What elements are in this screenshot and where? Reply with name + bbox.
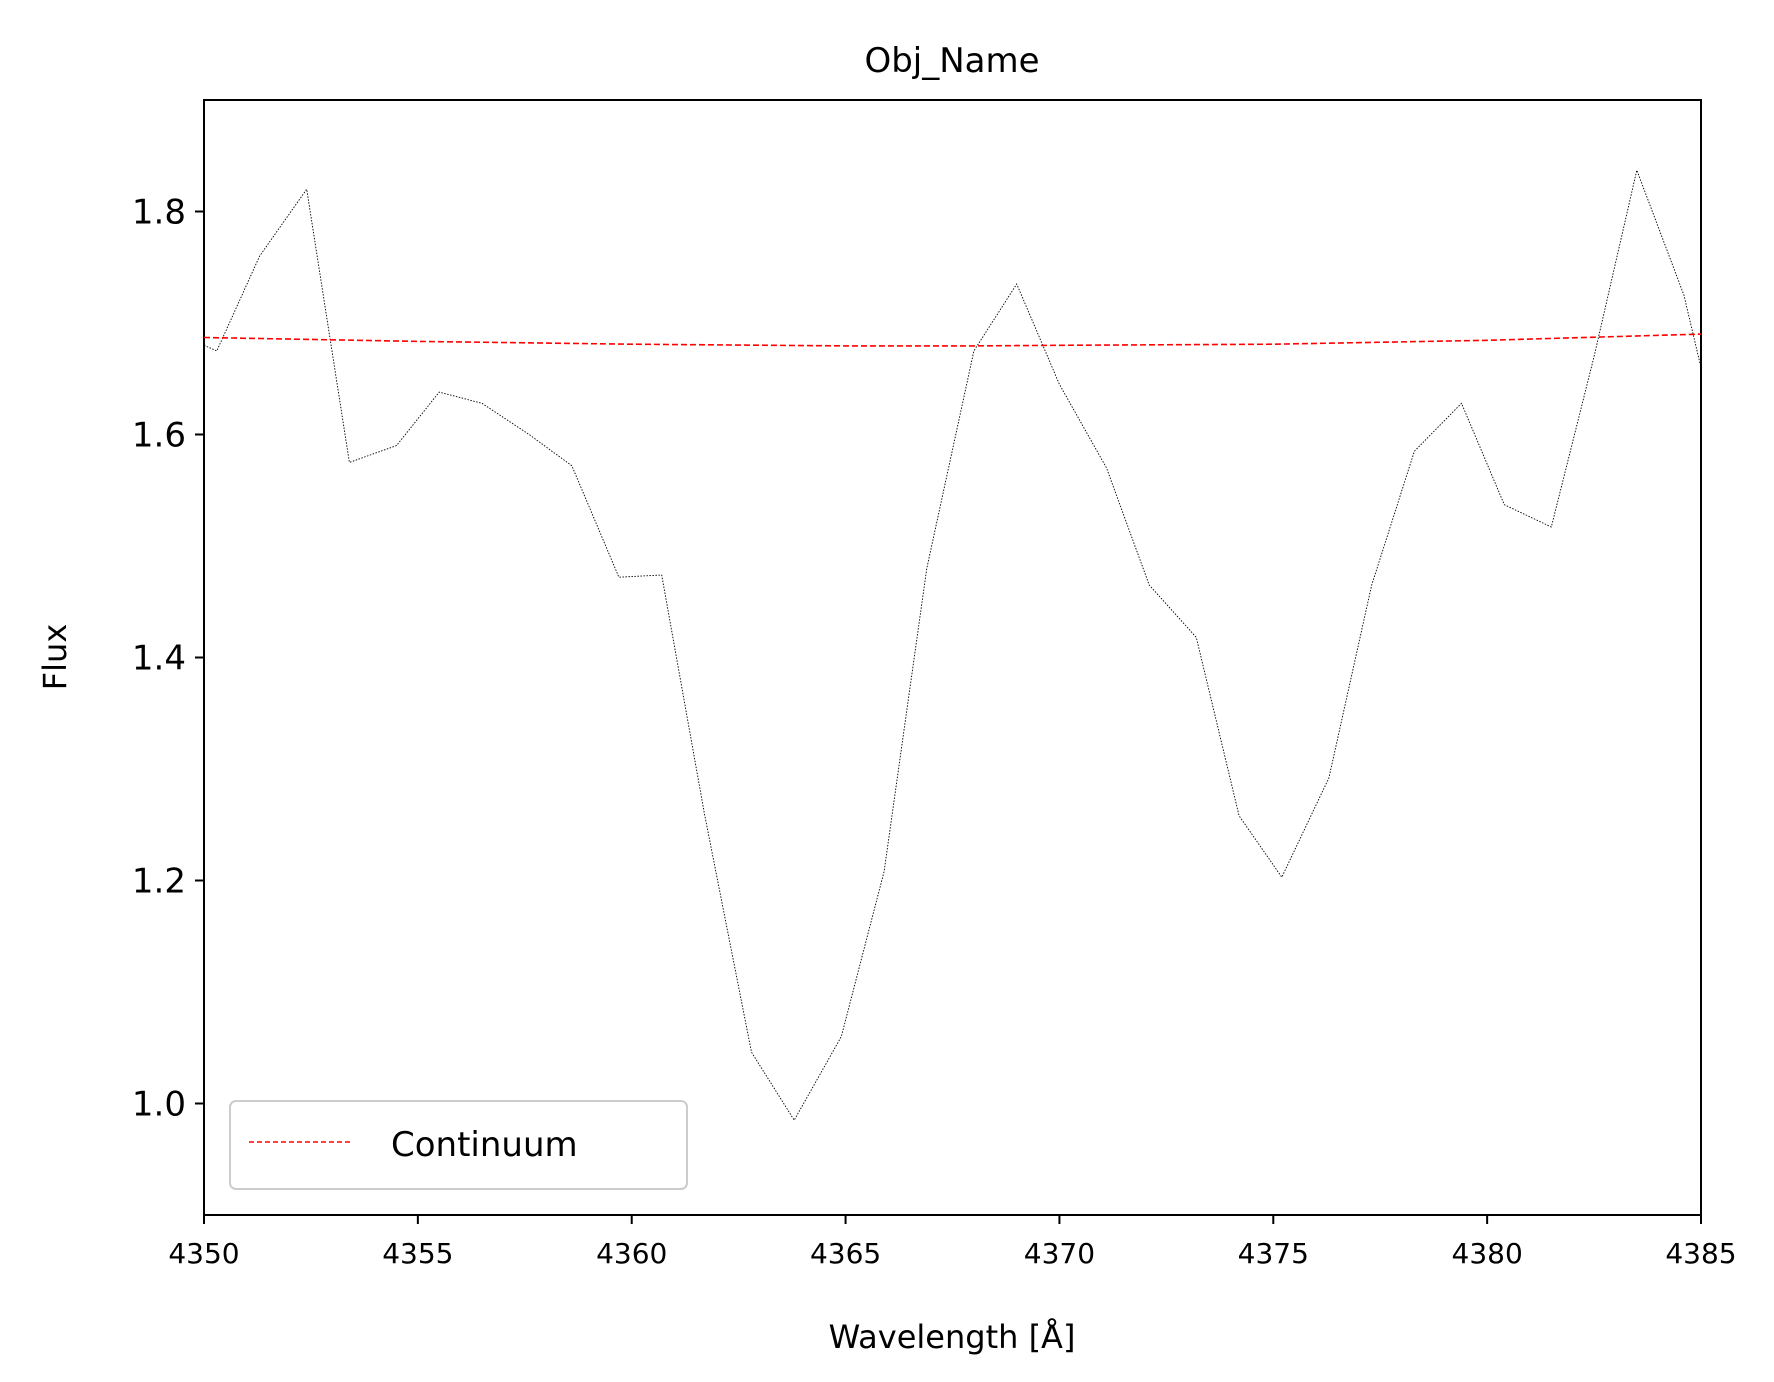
x-tick-label: 4350 bbox=[168, 1237, 239, 1270]
legend: Continuum bbox=[229, 1100, 688, 1190]
x-axis-label: Wavelength [Å] bbox=[829, 1318, 1076, 1356]
chart-title: Obj_Name bbox=[864, 41, 1039, 81]
y-axis-label: Flux bbox=[36, 624, 74, 691]
x-tick-label: 4355 bbox=[382, 1237, 453, 1270]
y-tick-label: 1.4 bbox=[132, 639, 186, 679]
y-tick-label: 1.6 bbox=[132, 416, 186, 456]
y-axis-ticks: 1.0 1.2 1.4 1.6 1.8 bbox=[132, 193, 204, 1125]
legend-continuum-label: Continuum bbox=[391, 1125, 578, 1165]
x-tick-label: 4380 bbox=[1452, 1237, 1523, 1270]
y-tick-label: 1.8 bbox=[132, 193, 186, 233]
y-tick-label: 1.0 bbox=[132, 1085, 186, 1125]
legend-box bbox=[229, 1100, 688, 1190]
x-tick-label: 4375 bbox=[1238, 1237, 1309, 1270]
x-tick-label: 4370 bbox=[1024, 1237, 1095, 1270]
x-tick-label: 4360 bbox=[596, 1237, 667, 1270]
x-tick-label: 4385 bbox=[1665, 1237, 1736, 1270]
y-tick-label: 1.2 bbox=[132, 862, 186, 902]
continuum-line bbox=[204, 333, 1701, 347]
x-axis-ticks: 4350 4355 4360 4365 4370 4375 4380 4385 bbox=[168, 1215, 1737, 1270]
series-layer bbox=[204, 168, 1701, 1122]
x-tick-label: 4365 bbox=[810, 1237, 881, 1270]
spectrum-line bbox=[204, 168, 1701, 1122]
